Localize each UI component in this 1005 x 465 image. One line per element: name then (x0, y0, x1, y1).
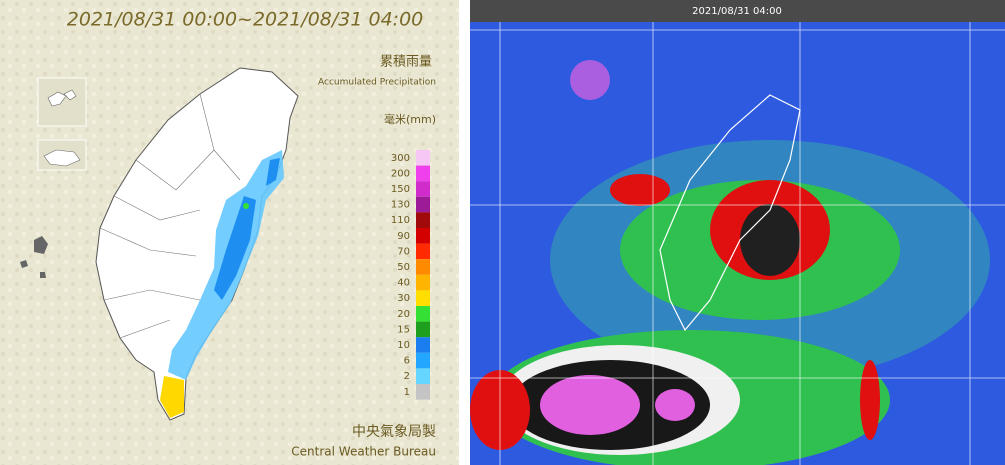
cloud (610, 174, 670, 206)
legend-label: 6 (404, 356, 410, 367)
legend-swatch (416, 165, 430, 182)
rain-area (243, 203, 249, 209)
legend-swatch (416, 290, 430, 306)
legend-label: 1 (404, 387, 410, 398)
legend-label: 15 (397, 324, 410, 335)
island (43, 149, 81, 167)
legend-swatch (416, 181, 430, 197)
inset-box (37, 77, 87, 127)
legend-title: 累積雨量 (380, 55, 432, 70)
legend-label: 110 (391, 215, 410, 226)
island (20, 236, 48, 278)
island (47, 89, 77, 107)
legend-swatch (416, 259, 430, 275)
cloud (540, 375, 640, 435)
credit-en: Central Weather Bureau (291, 445, 436, 459)
cloud (570, 60, 610, 100)
legend-label: 30 (397, 293, 410, 304)
cloud (655, 389, 695, 421)
cloud (740, 204, 800, 276)
map-title: 2021/08/31 00:00~2021/08/31 04:00 (67, 9, 424, 31)
grid-line (470, 22, 1005, 465)
legend-label: 200 (391, 168, 410, 179)
county-border (99, 93, 241, 339)
legend-label: 70 (397, 246, 410, 257)
legend-label: 150 (391, 184, 410, 195)
legend-swatch (416, 306, 430, 322)
legend-swatch (416, 337, 430, 353)
credit: 中央氣象局製 (352, 424, 436, 440)
legend-label: 90 (397, 231, 410, 242)
legend-label: 10 (397, 340, 410, 351)
legend-swatch (416, 274, 430, 291)
legend-swatch (416, 321, 430, 338)
legend-swatch (416, 150, 430, 166)
legend-swatch (416, 384, 430, 400)
legend-swatch (416, 352, 430, 369)
legend-label: 20 (397, 309, 410, 320)
taiwan (95, 67, 299, 421)
legend-swatch (416, 243, 430, 260)
rain-area (214, 158, 280, 300)
header-bar (470, 0, 1005, 22)
rain-map: 2021/08/31 00:00~2021/08/31 04:00 累積雨量 A… (0, 0, 459, 465)
legend-unit: 毫米(mm) (384, 112, 436, 126)
timestamp: 2021/08/31 04:00 (692, 6, 782, 17)
legend-swatch (416, 196, 430, 213)
legend-swatch (416, 212, 430, 228)
satellite-image: 2021/08/31 04:00 (470, 0, 1005, 465)
coastline (659, 94, 801, 332)
rain-area (160, 376, 184, 418)
legend-subtitle: Accumulated Precipitation (318, 78, 436, 88)
legend-swatch (416, 368, 430, 384)
legend-label: 50 (397, 262, 410, 273)
legend-label: 300 (391, 153, 410, 164)
legend: 300 200 150 130 110 90 70 50 40 30 20 15 10 6 2 1 (391, 150, 430, 400)
legend-swatch (416, 228, 430, 244)
cloud (860, 360, 880, 440)
legend-label: 130 (391, 200, 410, 211)
legend-label: 40 (397, 278, 410, 289)
legend-label: 2 (404, 371, 410, 382)
